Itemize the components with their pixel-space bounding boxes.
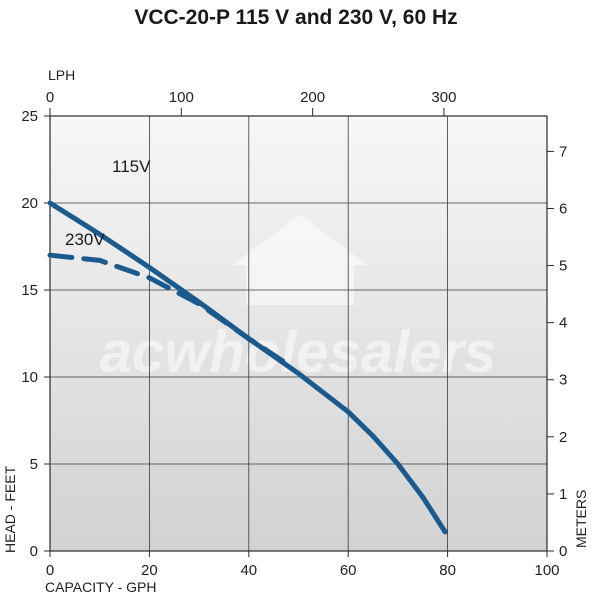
x-tick-label: 20 (141, 562, 158, 579)
series-line-230v (47, 252, 292, 368)
x-tick-label: 0 (46, 562, 54, 579)
y-tick-label: 10 (21, 369, 38, 386)
y2-tick-label: 3 (559, 372, 567, 389)
left-axis-label: HEAD - FEET (2, 465, 18, 553)
bottom-axis-ticks: 0 20 40 60 80 100 (46, 551, 560, 579)
y-tick-label: 0 (30, 543, 38, 560)
series-group (47, 200, 448, 535)
x-tick-label: 40 (240, 562, 257, 579)
plot-frame (49, 115, 548, 552)
series-label-230v: 230V (65, 230, 105, 249)
y-tick-label: 15 (21, 282, 38, 299)
series-label-115v: 115V (112, 157, 151, 176)
right-axis-ticks: 0 1 2 3 4 5 6 7 (547, 143, 567, 560)
house-watermark-icon (232, 215, 368, 305)
y-tick-label: 20 (21, 195, 38, 212)
y2-tick-label: 7 (559, 143, 567, 160)
bottom-axis-label: CAPACITY - GPH (45, 579, 157, 595)
y2-tick-label: 4 (559, 315, 567, 332)
y2-tick-label: 6 (559, 200, 567, 217)
x-tick-label: 80 (439, 562, 456, 579)
y2-tick-label: 0 (559, 543, 567, 560)
x2-tick-label: 200 (300, 89, 325, 106)
y-tick-label: 25 (21, 108, 38, 125)
y2-tick-label: 1 (559, 486, 567, 503)
y2-tick-label: 5 (559, 258, 567, 275)
x-tick-label: 60 (340, 562, 357, 579)
top-axis-ticks: 0 100 200 300 (46, 89, 456, 116)
x2-tick-label: 0 (46, 89, 54, 106)
series-line-115v (47, 200, 448, 535)
y2-tick-label: 2 (559, 429, 567, 446)
x-tick-label: 100 (534, 562, 559, 579)
x2-tick-label: 300 (431, 89, 456, 106)
x2-tick-label: 100 (169, 89, 194, 106)
left-axis-ticks: 0 5 10 15 20 25 (21, 108, 50, 560)
chart-title: VCC-20-P 115 V and 230 V, 60 Hz (134, 6, 457, 29)
right-axis-label: METERS (573, 490, 589, 548)
y-tick-label: 5 (30, 456, 38, 473)
plot-area (50, 116, 547, 551)
top-axis-label: LPH (48, 67, 75, 83)
